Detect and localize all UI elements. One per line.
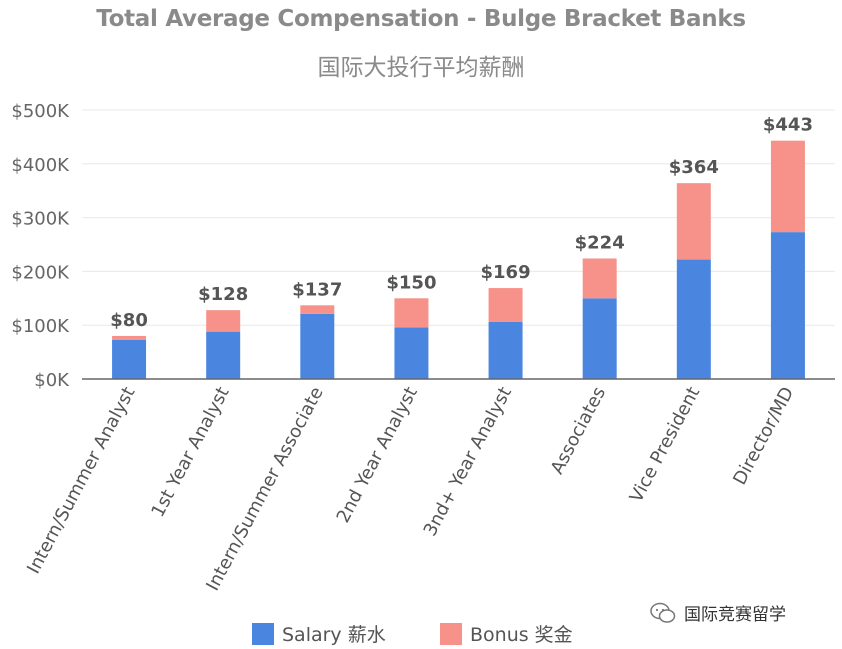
y-tick-label: $400K bbox=[11, 155, 70, 176]
x-tick-label: Associates bbox=[547, 383, 610, 477]
y-tick-label: $500K bbox=[11, 101, 70, 122]
total-label: $137 bbox=[292, 279, 342, 300]
bar-bonus bbox=[488, 288, 523, 322]
y-tick-label: $100K bbox=[11, 316, 70, 337]
total-label: $443 bbox=[763, 115, 813, 136]
bar-bonus bbox=[394, 298, 429, 328]
y-tick-label: $200K bbox=[11, 262, 70, 283]
x-tick-label: Intern/Summer Analyst bbox=[23, 383, 139, 577]
watermark: 国际竞赛留学 bbox=[650, 600, 786, 625]
legend-swatch-salary bbox=[252, 622, 274, 645]
bar-salary bbox=[112, 339, 147, 379]
x-tick-label: 2nd Year Analyst bbox=[333, 383, 422, 526]
legend-label-salary: Salary 薪水 bbox=[282, 624, 386, 646]
bar-salary bbox=[300, 313, 335, 379]
y-axis: $0K $100K $200K $300K $400K $500K bbox=[11, 101, 70, 391]
legend-item-bonus: Bonus 奖金 bbox=[440, 620, 573, 647]
total-label: $80 bbox=[110, 310, 148, 331]
watermark-text: 国际竞赛留学 bbox=[684, 605, 786, 625]
legend-item-salary: Salary 薪水 bbox=[252, 620, 386, 647]
stacked-bar-chart: $0K $100K $200K $300K $400K $500K $80 $128 $137… bbox=[11, 101, 835, 594]
x-tick-label: 1st Year Analyst bbox=[147, 383, 233, 520]
bar-salary bbox=[394, 327, 429, 379]
bar-bonus bbox=[112, 335, 147, 340]
x-tick-label: 3nd+ Year Analyst bbox=[420, 383, 516, 539]
y-tick-label: $300K bbox=[11, 209, 70, 230]
bar-bonus bbox=[206, 310, 241, 332]
total-label: $169 bbox=[481, 262, 531, 283]
grid-lines bbox=[82, 109, 835, 326]
total-label: $364 bbox=[669, 157, 719, 178]
total-labels: $80 $128 $137 $150 $169 $224 $364 $443 bbox=[110, 115, 813, 331]
bar-bonus bbox=[676, 183, 711, 260]
bar-salary bbox=[206, 331, 241, 379]
y-tick-label: $0K bbox=[34, 370, 70, 391]
chart-subtitle: 国际大投行平均薪酬 bbox=[317, 55, 525, 81]
chart-title: Total Average Compensation - Bulge Brack… bbox=[96, 6, 746, 32]
total-label: $224 bbox=[575, 232, 625, 253]
legend-swatch-bonus bbox=[440, 622, 462, 645]
bar-bonus bbox=[770, 140, 805, 233]
bar-salary bbox=[488, 321, 523, 379]
bar-salary bbox=[676, 259, 711, 379]
x-tick-label: Vice President bbox=[626, 383, 704, 506]
bar-bonus bbox=[582, 258, 617, 299]
legend-label-bonus: Bonus 奖金 bbox=[470, 624, 573, 646]
bar-salary bbox=[770, 232, 805, 379]
wechat-icon bbox=[650, 602, 676, 623]
bar-bonus bbox=[300, 305, 335, 314]
bars bbox=[112, 140, 805, 379]
x-tick-label: Director/MD bbox=[729, 383, 798, 488]
x-axis: Intern/Summer Analyst 1st Year AnalystInt… bbox=[23, 378, 835, 594]
bar-salary bbox=[582, 298, 617, 379]
total-label: $150 bbox=[386, 272, 436, 293]
total-label: $128 bbox=[198, 284, 248, 305]
